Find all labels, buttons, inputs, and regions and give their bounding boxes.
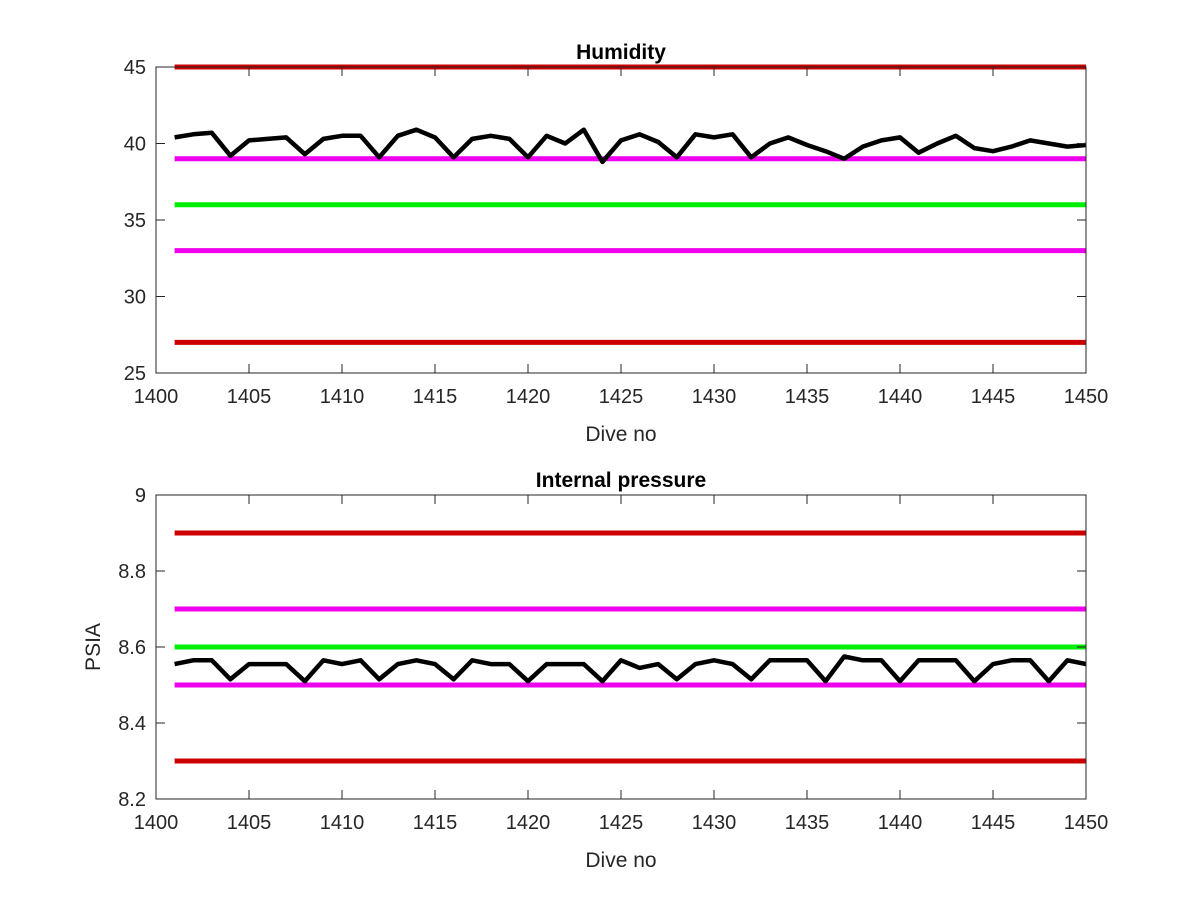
x-tick-label: 1405 — [227, 812, 272, 834]
x-tick-label: 1445 — [971, 812, 1016, 834]
x-tick-label: 1415 — [413, 812, 458, 834]
x-tick-label: 1410 — [320, 812, 365, 834]
series-line-0 — [174, 127, 1087, 165]
x-tick-label: 1445 — [971, 386, 1016, 408]
y-tick-label: 8.4 — [118, 713, 146, 735]
x-tick-label: 1450 — [1064, 812, 1109, 834]
axes-box — [155, 66, 1087, 374]
x-tick-label: 1420 — [506, 386, 551, 408]
x-axis-label: Dive no — [585, 423, 656, 446]
series-line-0 — [174, 654, 1087, 684]
chart-title: Humidity — [576, 41, 666, 64]
x-tick-label: 1415 — [413, 386, 458, 408]
x-tick-label: 1430 — [692, 386, 737, 408]
x-tick-label: 1450 — [1064, 386, 1109, 408]
x-tick-label: 1440 — [878, 386, 923, 408]
x-tick-label: 1400 — [134, 386, 179, 408]
y-tick-label: 8.8 — [118, 561, 146, 583]
y-tick-label: 25 — [124, 363, 146, 385]
x-tick-label: 1405 — [227, 386, 272, 408]
y-tick-label: 30 — [124, 287, 146, 309]
x-tick-label: 1430 — [692, 812, 737, 834]
x-tick-label: 1410 — [320, 386, 365, 408]
x-tick-label: 1435 — [785, 386, 830, 408]
x-tick-label: 1420 — [506, 812, 551, 834]
y-tick-label: 40 — [124, 134, 146, 156]
x-tick-label: 1425 — [599, 812, 644, 834]
y-tick-label: 8.6 — [118, 637, 146, 659]
x-tick-label: 1440 — [878, 812, 923, 834]
x-tick-label: 1400 — [134, 812, 179, 834]
x-tick-label: 1435 — [785, 812, 830, 834]
x-tick-label: 1425 — [599, 386, 644, 408]
y-tick-label: 45 — [124, 57, 146, 79]
y-tick-label: 8.2 — [118, 789, 146, 811]
x-axis-label: Dive no — [585, 849, 656, 872]
y-tick-label: 9 — [135, 485, 146, 507]
internal-pressure-chart: 1400 1405 1410 1415 1420 1425 1430 1435 1440 1445… — [82, 469, 1108, 872]
y-tick-label: 35 — [124, 210, 146, 232]
y-axis-label: PSIA — [82, 623, 105, 671]
chart-title: Internal pressure — [536, 469, 706, 492]
humidity-chart: 1400 1405 1410 1415 1420 1425 1430 1435 1440 1445… — [124, 41, 1109, 446]
